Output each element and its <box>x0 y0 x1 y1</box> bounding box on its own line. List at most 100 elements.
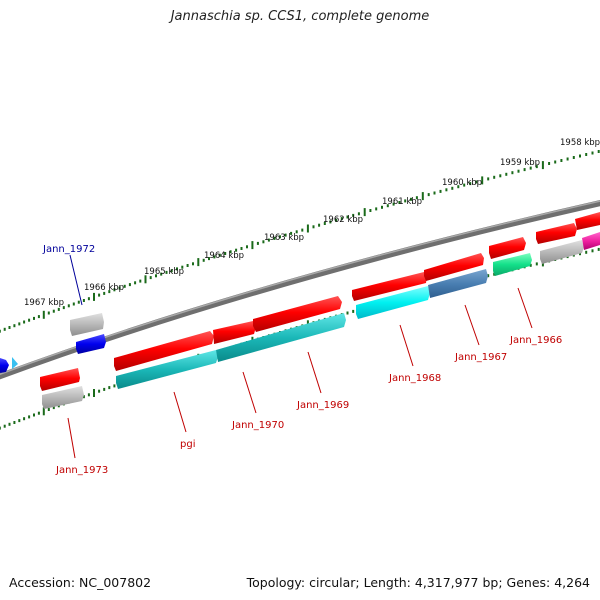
minor-tick <box>77 300 80 304</box>
gene-block[interactable] <box>489 237 526 259</box>
gene-block[interactable] <box>76 334 106 354</box>
kbp-label-group: 1967 kbp 1966 kbp 1965 kbp 1964 kbp 1963… <box>24 138 600 308</box>
genome-backbone <box>0 200 600 380</box>
major-tick <box>421 192 424 201</box>
gene-block[interactable] <box>213 321 256 344</box>
gene-block[interactable] <box>253 296 342 332</box>
minor-tick <box>123 284 126 288</box>
leader-line <box>242 371 257 414</box>
minor-tick <box>202 258 205 262</box>
label-leaders <box>67 254 533 459</box>
minor-tick <box>566 157 569 161</box>
map-title: Jannaschia sp. CCS1, complete genome <box>170 9 430 24</box>
minor-tick <box>312 225 315 229</box>
gene-block[interactable] <box>0 358 9 373</box>
minor-tick <box>585 153 588 156</box>
gene-block[interactable] <box>582 232 600 250</box>
minor-tick <box>33 413 35 417</box>
minor-tick <box>346 311 349 315</box>
minor-tick <box>433 191 436 195</box>
minor-tick <box>37 315 40 319</box>
minor-tick <box>37 411 40 415</box>
minor-tick <box>208 257 210 261</box>
minor-tick <box>113 288 116 292</box>
minor-tick <box>579 252 581 256</box>
minor-tick <box>82 299 85 302</box>
minor-tick <box>267 238 270 242</box>
gene-block[interactable] <box>540 240 584 264</box>
minor-tick <box>392 202 395 206</box>
kbp-label: 1965 kbp <box>144 267 184 277</box>
gene-label-jann-1972[interactable]: Jann_1972 <box>42 244 95 255</box>
minor-tick <box>323 222 326 225</box>
minor-tick <box>113 384 116 388</box>
minor-tick <box>108 386 111 390</box>
gene-block[interactable] <box>575 212 600 230</box>
minor-tick <box>572 156 575 159</box>
gene-block[interactable] <box>216 313 346 362</box>
minor-tick <box>87 393 90 397</box>
major-tick <box>541 161 544 170</box>
minor-tick <box>98 389 101 393</box>
minor-tick <box>493 272 496 276</box>
leader-line <box>69 254 83 306</box>
reverse-strand-features <box>42 232 600 409</box>
minor-tick <box>579 154 581 158</box>
minor-tick <box>246 245 248 249</box>
minor-tick <box>340 217 343 221</box>
gene-label-jann-1973[interactable]: Jann_1973 <box>55 465 108 476</box>
minor-tick <box>62 306 65 310</box>
minor-tick <box>369 209 372 212</box>
gene-label-jann-1968[interactable]: Jann_1968 <box>388 373 441 384</box>
gene-block[interactable] <box>424 253 484 281</box>
gene-block[interactable] <box>428 269 488 298</box>
gene-block[interactable] <box>42 386 84 409</box>
minor-tick <box>23 417 26 421</box>
minor-tick <box>8 422 11 426</box>
kbp-label: 1962 kbp <box>323 215 363 225</box>
minor-tick <box>475 180 478 184</box>
minor-tick <box>240 247 243 250</box>
minor-tick <box>103 291 106 295</box>
minor-tick <box>134 281 137 285</box>
minor-tick <box>224 252 227 255</box>
gene-block[interactable] <box>114 331 214 371</box>
minor-tick <box>427 193 430 197</box>
gene-label-jann-1967[interactable]: Jann_1967 <box>454 352 507 363</box>
minor-tick <box>218 253 221 257</box>
minor-tick <box>463 183 466 187</box>
gene-label-jann-1970[interactable]: Jann_1970 <box>231 420 284 431</box>
leader-line <box>173 391 187 433</box>
kbp-label: 1961 kbp <box>382 197 422 207</box>
minor-tick <box>487 274 490 278</box>
minor-tick <box>560 159 563 162</box>
gene-block[interactable] <box>70 313 104 336</box>
minor-tick <box>0 426 1 430</box>
gene-block[interactable] <box>493 253 532 276</box>
leader-line <box>399 324 414 367</box>
minor-tick <box>176 267 178 271</box>
gene-block[interactable] <box>12 357 18 369</box>
gene-block[interactable] <box>352 272 427 301</box>
gene-block[interactable] <box>536 223 577 244</box>
minor-tick <box>0 329 1 333</box>
gene-label-pgi[interactable]: pgi <box>180 439 195 450</box>
minor-tick <box>517 169 520 173</box>
gene-label-jann-1966[interactable]: Jann_1966 <box>509 335 562 346</box>
gene-block[interactable] <box>116 350 218 389</box>
minor-tick <box>591 249 594 253</box>
minor-tick <box>98 293 101 297</box>
minor-tick <box>352 309 355 313</box>
major-tick <box>306 224 309 233</box>
kbp-label: 1960 kbp <box>442 178 482 188</box>
minor-tick <box>335 218 338 222</box>
gene-label-jann-1969[interactable]: Jann_1969 <box>296 400 349 411</box>
major-tick <box>197 258 200 267</box>
minor-tick <box>52 406 55 410</box>
minor-tick <box>493 175 496 179</box>
gene-block[interactable] <box>40 368 80 391</box>
minor-tick <box>28 415 31 419</box>
minor-tick <box>28 318 31 322</box>
gene-block[interactable] <box>356 286 430 319</box>
major-tick <box>42 407 45 416</box>
